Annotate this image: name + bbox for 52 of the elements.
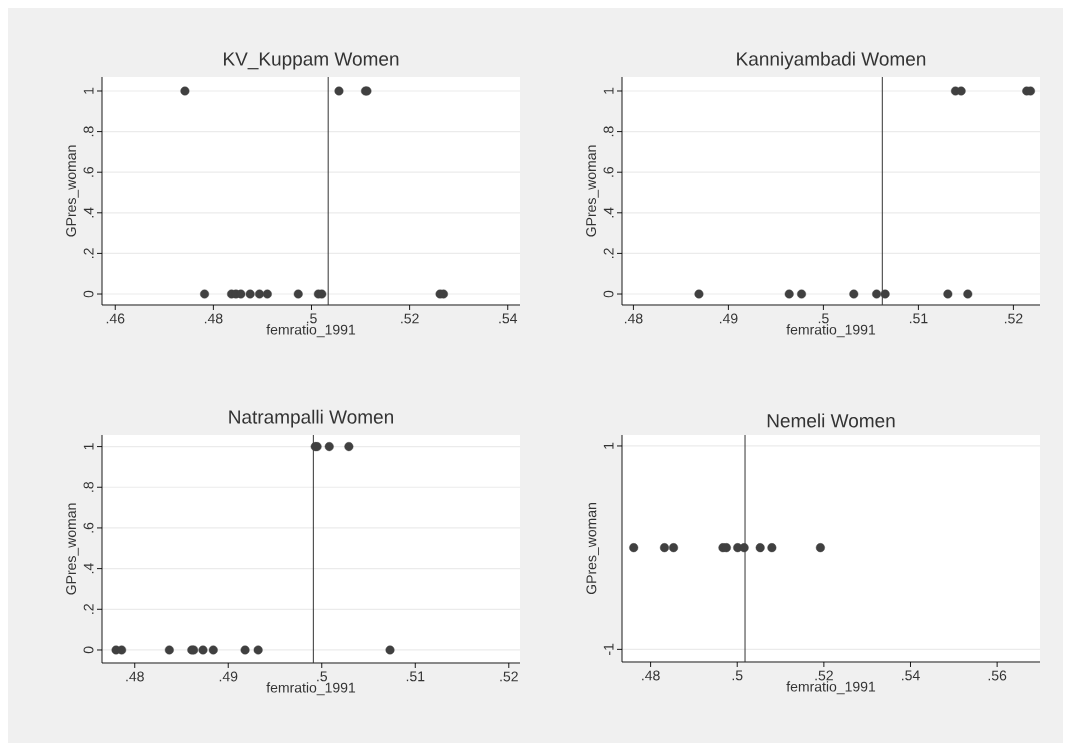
y-tick-label: .2 — [603, 248, 614, 258]
x-tick-label: .46 — [106, 313, 125, 324]
y-axis-title: GPres_woman — [586, 503, 599, 595]
x-tick-label: .51 — [909, 313, 928, 324]
x-tick-label: .48 — [204, 313, 223, 324]
x-axis-title: femratio_1991 — [266, 324, 356, 338]
y-tick-label: 1 — [603, 87, 614, 94]
x-tick-label: .48 — [624, 313, 643, 324]
y-axis-title: GPres_woman — [66, 145, 79, 237]
y-tick-label: .6 — [83, 166, 94, 177]
x-axis-title: femratio_1991 — [786, 681, 876, 695]
x-tick-label: .5 — [317, 671, 328, 682]
x-tick-label: .5 — [732, 670, 743, 681]
x-tick-label: .51 — [406, 671, 425, 682]
x-tick-label: .49 — [719, 313, 738, 324]
y-tick-label: .4 — [83, 563, 94, 574]
x-tick-label: .52 — [815, 670, 833, 681]
y-tick-label: .6 — [83, 522, 94, 533]
x-tick-label: .48 — [126, 671, 144, 682]
y-tick-label: 0 — [83, 290, 94, 298]
y-tick-label: .8 — [83, 482, 94, 492]
x-axis-title: femratio_1991 — [786, 324, 876, 338]
y-tick-label: 0 — [83, 646, 94, 654]
x-tick-label: .54 — [902, 670, 920, 681]
x-tick-label: .48 — [642, 670, 660, 681]
y-tick-label: .8 — [603, 126, 614, 137]
chart-title: Natrampalli Women — [229, 409, 393, 428]
x-tick-label: .52 — [500, 671, 518, 682]
x-tick-label: .49 — [219, 671, 238, 682]
y-tick-label: 1 — [603, 442, 614, 449]
x-tick-label: .5 — [818, 313, 829, 324]
x-tick-label: .54 — [499, 313, 518, 324]
y-axis-title: GPres_woman — [586, 145, 599, 237]
x-tick-label: .5 — [306, 313, 317, 324]
x-tick-label: .52 — [1004, 313, 1023, 324]
y-tick-label: .2 — [83, 248, 94, 258]
y-tick-label: .4 — [83, 207, 94, 218]
y-tick-label: 0 — [603, 290, 614, 298]
x-axis-title: femratio_1991 — [266, 682, 356, 696]
y-axis-title: GPres_woman — [66, 503, 79, 595]
y-tick-label: .2 — [83, 604, 94, 614]
y-tick-label: 1 — [83, 87, 94, 94]
y-tick-label: .6 — [603, 166, 614, 177]
chart-title: KV_Kuppam Women — [224, 52, 399, 70]
x-tick-label: .52 — [401, 313, 419, 324]
y-tick-label: -1 — [603, 643, 614, 655]
y-tick-label: 1 — [83, 443, 94, 450]
x-tick-label: .56 — [988, 670, 1007, 681]
chart-title: Kanniyambadi Women — [737, 51, 926, 70]
y-tick-label: .8 — [83, 126, 94, 137]
y-tick-label: .4 — [603, 207, 614, 218]
chart-title: Nemeli Women — [767, 413, 895, 428]
